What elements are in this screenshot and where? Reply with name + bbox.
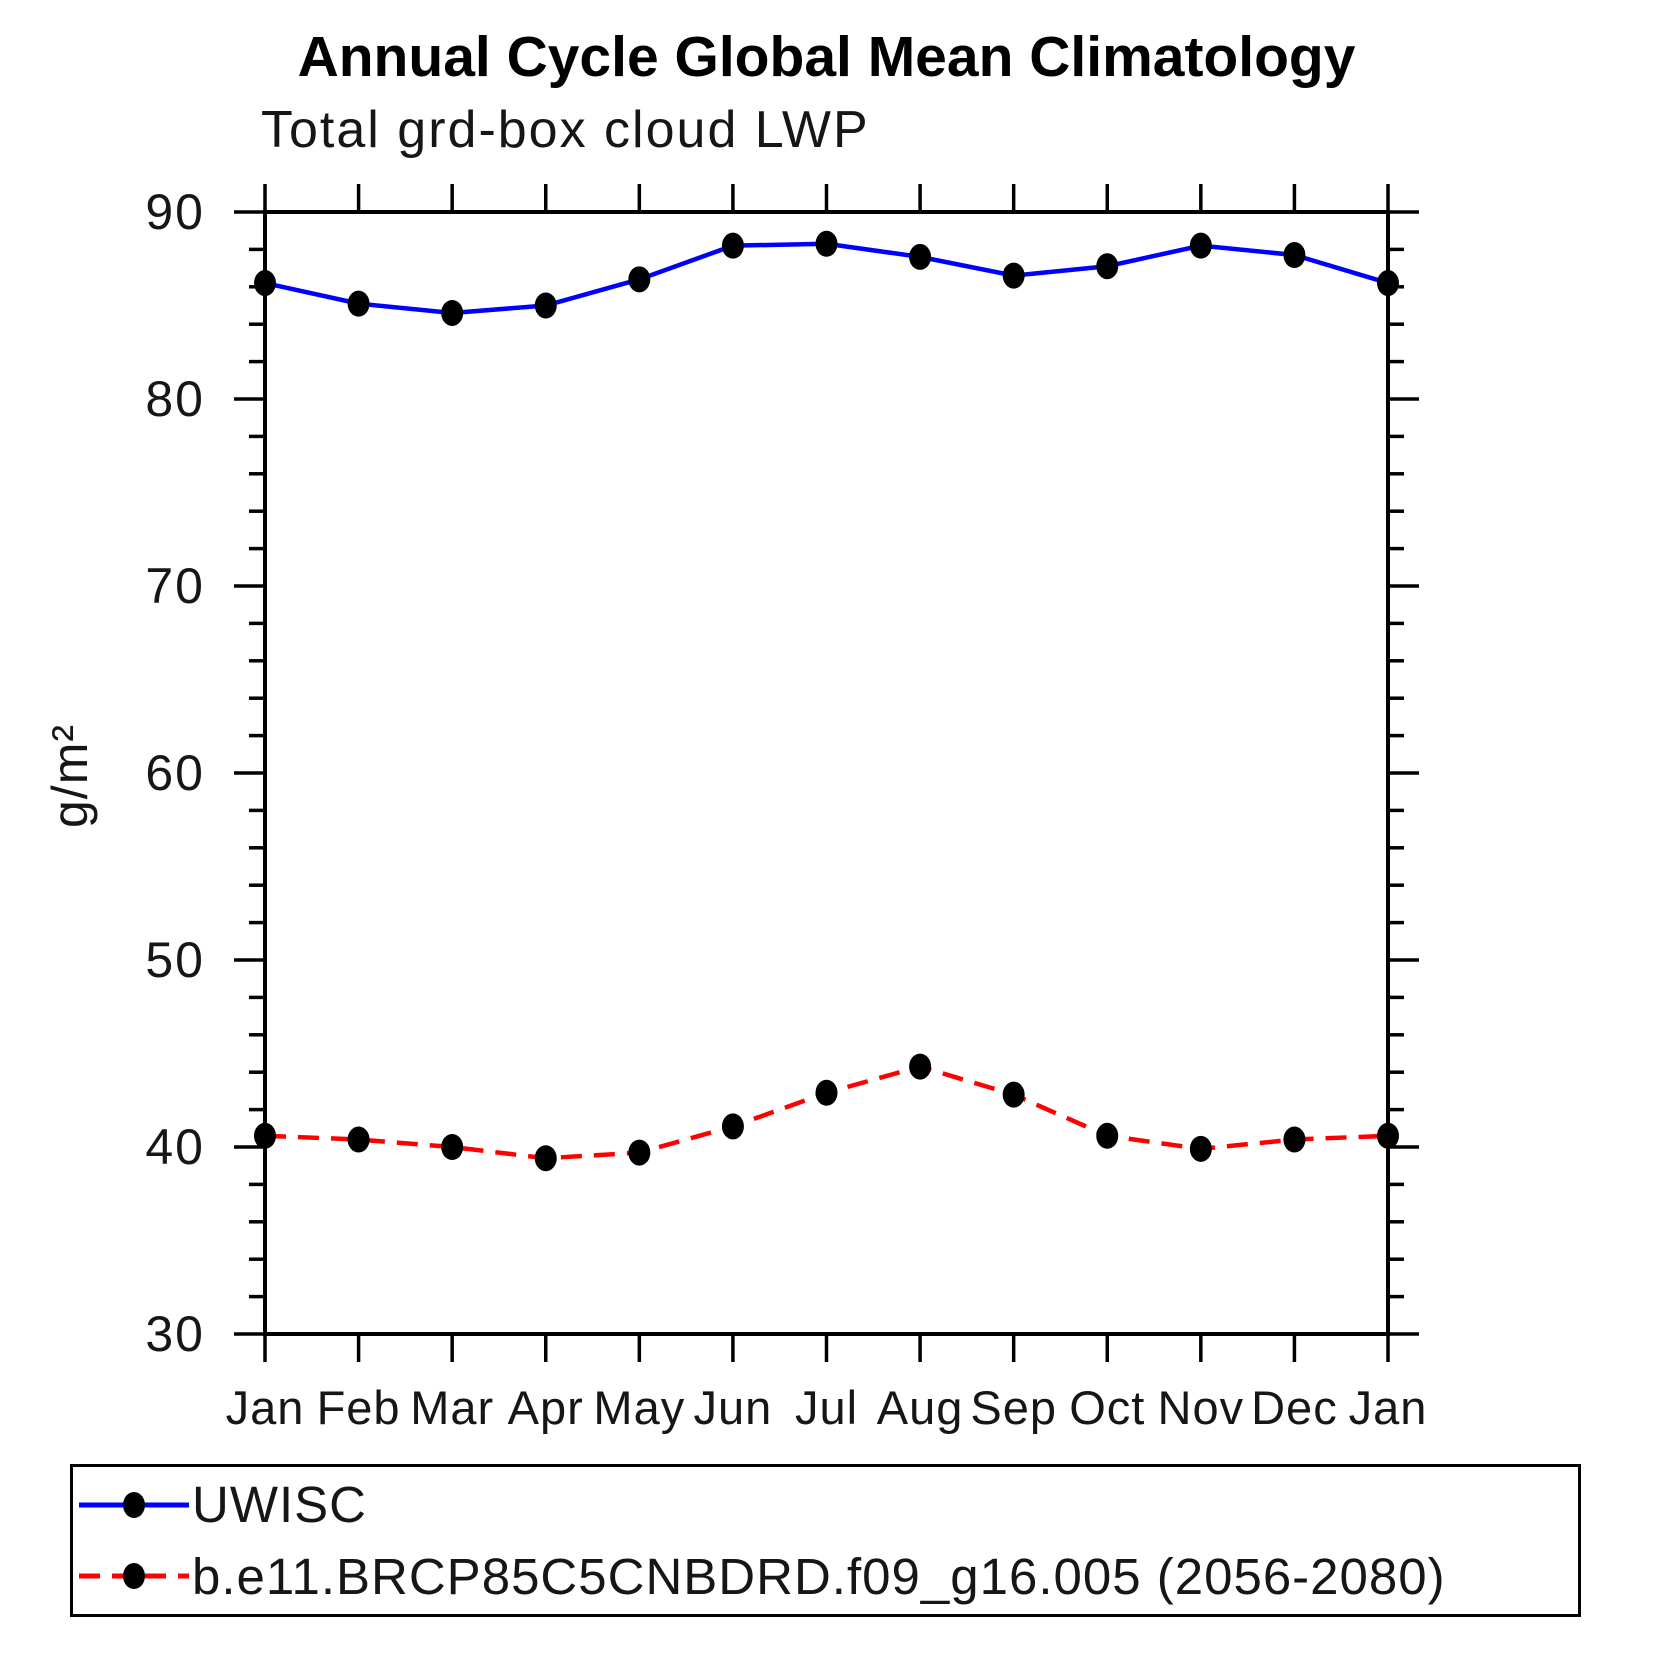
y-axis-tick-label: 40 bbox=[145, 1119, 205, 1175]
data-point-marker-1 bbox=[909, 1053, 932, 1080]
plot-frame bbox=[263, 210, 1390, 1336]
x-axis-tick-label: Aug bbox=[877, 1381, 964, 1434]
data-point-marker-1 bbox=[1189, 1135, 1212, 1162]
data-point-marker-1 bbox=[1377, 1122, 1399, 1149]
data-point-marker-1 bbox=[815, 1079, 838, 1106]
data-point-marker-1 bbox=[1002, 1081, 1025, 1108]
legend-swatch-dashed-line-dot-icon bbox=[79, 1563, 189, 1590]
x-axis-tick-label: Sep bbox=[970, 1381, 1057, 1434]
data-point-marker-0 bbox=[1377, 270, 1399, 297]
data-point-marker-0 bbox=[721, 232, 744, 259]
x-axis-tick-label: Apr bbox=[508, 1381, 584, 1434]
data-point-marker-1 bbox=[534, 1145, 557, 1172]
x-axis-tick-label: Oct bbox=[1069, 1381, 1145, 1434]
data-point-marker-0 bbox=[628, 266, 651, 293]
data-point-marker-1 bbox=[1283, 1126, 1306, 1153]
x-axis-tick-label: Jun bbox=[694, 1381, 773, 1434]
data-point-marker-0 bbox=[254, 270, 276, 297]
x-axis-tick-label: Jan bbox=[226, 1381, 305, 1434]
y-axis-tick-label: 90 bbox=[145, 184, 205, 240]
y-axis-tick-label: 30 bbox=[145, 1306, 205, 1362]
chart-title: Annual Cycle Global Mean Climatology bbox=[297, 25, 1356, 89]
x-axis-tick-label: May bbox=[593, 1381, 685, 1434]
data-point-marker-1 bbox=[721, 1113, 744, 1140]
chart-subtitle: Total grd-box cloud LWP bbox=[261, 101, 870, 159]
y-axis-tick-label: 60 bbox=[145, 745, 205, 801]
x-axis-tick-label: Jul bbox=[795, 1381, 858, 1434]
y-axis-tick-label: 80 bbox=[145, 371, 205, 427]
data-point-marker-0 bbox=[1096, 253, 1119, 280]
legend-box: UWISC b.e11.BRCP85C5CNBDRD.f09_g16.005 (… bbox=[70, 1464, 1581, 1617]
x-axis-tick-label: Jan bbox=[1349, 1381, 1428, 1434]
data-point-marker-0 bbox=[1189, 232, 1212, 259]
data-point-marker-0 bbox=[1283, 242, 1306, 269]
data-point-marker-1 bbox=[628, 1139, 651, 1166]
data-point-marker-0 bbox=[441, 299, 464, 326]
legend-swatch-solid-line-dot-icon bbox=[79, 1491, 189, 1518]
data-point-marker-1 bbox=[347, 1126, 370, 1153]
data-point-marker-0 bbox=[534, 292, 557, 319]
data-point-marker-1 bbox=[1096, 1122, 1119, 1149]
y-axis-tick-label: 50 bbox=[145, 932, 205, 988]
y-axis-label: g/m² bbox=[42, 724, 98, 828]
legend-entry-uwisc: UWISC bbox=[77, 1471, 1578, 1539]
data-point-marker-0 bbox=[1002, 262, 1025, 289]
data-point-marker-1 bbox=[254, 1122, 276, 1149]
data-point-marker-0 bbox=[347, 290, 370, 317]
x-axis-tick-label: Mar bbox=[410, 1381, 494, 1434]
x-axis-tick-label: Feb bbox=[317, 1381, 401, 1434]
x-axis-tick-label: Nov bbox=[1158, 1381, 1245, 1434]
data-point-marker-0 bbox=[909, 243, 932, 270]
data-point-marker-1 bbox=[441, 1134, 464, 1160]
legend-label-uwisc: UWISC bbox=[192, 1476, 367, 1534]
y-axis-tick-label: 70 bbox=[145, 558, 205, 614]
legend-entry-model: b.e11.BRCP85C5CNBDRD.f09_g16.005 (2056-2… bbox=[77, 1542, 1578, 1610]
legend-label-model: b.e11.BRCP85C5CNBDRD.f09_g16.005 (2056-2… bbox=[192, 1547, 1446, 1605]
x-axis-tick-label: Dec bbox=[1251, 1381, 1338, 1434]
data-point-marker-0 bbox=[815, 230, 838, 257]
